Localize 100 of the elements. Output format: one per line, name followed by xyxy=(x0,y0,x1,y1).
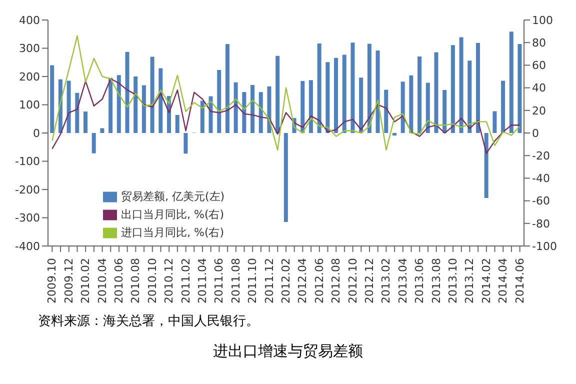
x-tick-label: 2014.06 xyxy=(513,258,526,304)
bar xyxy=(392,133,396,136)
bar xyxy=(50,65,54,133)
bar xyxy=(434,52,438,133)
x-tick-label: 2013.10 xyxy=(446,258,460,304)
bar xyxy=(242,92,246,133)
y-tick-label: 0 xyxy=(33,126,40,140)
bar xyxy=(476,42,480,133)
bar xyxy=(384,90,388,133)
x-tick-label: 2011.04 xyxy=(196,258,209,304)
bar xyxy=(258,92,263,133)
bar xyxy=(509,32,514,133)
bar xyxy=(100,128,104,133)
x-tick-label: 2012.04 xyxy=(296,258,310,304)
y-tick-label: 400 xyxy=(19,14,40,27)
x-tick-label: 2011.06 xyxy=(212,258,226,304)
x-tick-label: 2009.12 xyxy=(62,258,76,304)
text: 资料来源：海关总署，中国人民银行。 xyxy=(38,313,260,330)
legend-label: 贸易差额, 亿美元(左) xyxy=(121,190,225,203)
bar xyxy=(418,56,422,133)
x-tick-label: 2013.02 xyxy=(380,258,393,304)
y-tick-label: -100 xyxy=(15,155,40,168)
x-tick-label: 2013.06 xyxy=(413,258,426,304)
bar xyxy=(83,112,88,133)
x-tick-label: 2010.08 xyxy=(129,258,142,304)
y-tick-label: 100 xyxy=(19,98,40,112)
x-tick-label: 2014.02 xyxy=(480,258,493,304)
x-tick-label: 2013.04 xyxy=(396,258,410,304)
x-tick-label: 2013.12 xyxy=(463,258,476,304)
bar xyxy=(158,68,163,133)
bar xyxy=(150,56,154,133)
bar xyxy=(317,43,322,133)
bar xyxy=(92,133,96,154)
bar xyxy=(142,85,146,133)
x-tick-label: 2013.08 xyxy=(430,258,443,304)
y2-tick-label: -100 xyxy=(532,240,557,253)
bar xyxy=(66,80,71,133)
bar xyxy=(484,133,488,198)
legend-label: 出口当月同比, %(右) xyxy=(121,208,224,221)
y-tick-label: -200 xyxy=(15,183,40,196)
x-tick-label: 2010.06 xyxy=(112,258,126,304)
bar xyxy=(400,82,405,133)
bar xyxy=(208,96,213,133)
y2-tick-label: 20 xyxy=(532,104,546,118)
y2-tick-label: 100 xyxy=(532,14,553,27)
x-tick-label: 2009.10 xyxy=(46,258,59,304)
bar xyxy=(459,37,464,133)
bar xyxy=(376,50,380,133)
y-tick-label: -400 xyxy=(15,240,40,253)
y2-tick-label: -40 xyxy=(532,172,550,186)
bar xyxy=(250,84,255,133)
bar xyxy=(234,82,238,133)
bar xyxy=(217,70,222,133)
bar xyxy=(518,44,522,133)
bar xyxy=(116,75,121,133)
y-tick-label: -300 xyxy=(15,212,40,225)
y2-tick-label: 40 xyxy=(532,82,546,95)
x-tick-label: 2014.04 xyxy=(496,258,510,304)
x-tick-label: 2012.08 xyxy=(330,258,343,304)
bar xyxy=(334,58,338,133)
bar xyxy=(300,81,305,133)
y2-tick-label: 60 xyxy=(532,59,546,72)
x-tick-label: 2012.02 xyxy=(280,258,292,304)
x-tick-label: 2010.12 xyxy=(162,258,176,304)
x-tick-label: 2012.10 xyxy=(346,258,360,304)
y2-tick-label: -20 xyxy=(532,150,550,163)
x-tick-label: 2010.10 xyxy=(146,258,159,304)
y-tick-label: 200 xyxy=(19,70,40,84)
y2-tick-label: 80 xyxy=(532,36,546,50)
bar xyxy=(501,80,506,133)
x-tick-label: 2012.06 xyxy=(312,258,326,304)
bar xyxy=(409,75,414,133)
text: 进出口增速与贸易差额 xyxy=(212,342,364,361)
line-series xyxy=(52,78,520,154)
bar xyxy=(342,54,346,133)
bar xyxy=(350,42,355,133)
x-tick-label: 2012.12 xyxy=(363,258,376,304)
bar xyxy=(184,133,188,154)
x-tick-label: 2011.12 xyxy=(262,258,276,304)
bar xyxy=(284,133,288,222)
bar xyxy=(75,92,80,133)
x-tick-label: 2010.02 xyxy=(79,258,92,304)
bar xyxy=(468,60,472,133)
bar xyxy=(276,56,280,133)
x-tick-label: 2011.02 xyxy=(179,258,192,304)
bar xyxy=(308,80,313,133)
y2-tick-label: 0 xyxy=(532,126,539,140)
y2-tick-label: -80 xyxy=(532,217,550,230)
bar xyxy=(125,52,130,133)
y2-tick-label: -60 xyxy=(532,194,550,208)
bar xyxy=(134,76,138,133)
bar xyxy=(450,45,455,133)
bar xyxy=(426,82,430,133)
bar xyxy=(267,86,272,133)
bar xyxy=(175,114,180,133)
x-tick-label: 2010.04 xyxy=(96,258,109,304)
bar xyxy=(359,78,364,133)
bar xyxy=(367,44,372,133)
bar xyxy=(442,90,447,133)
bar xyxy=(326,62,330,133)
